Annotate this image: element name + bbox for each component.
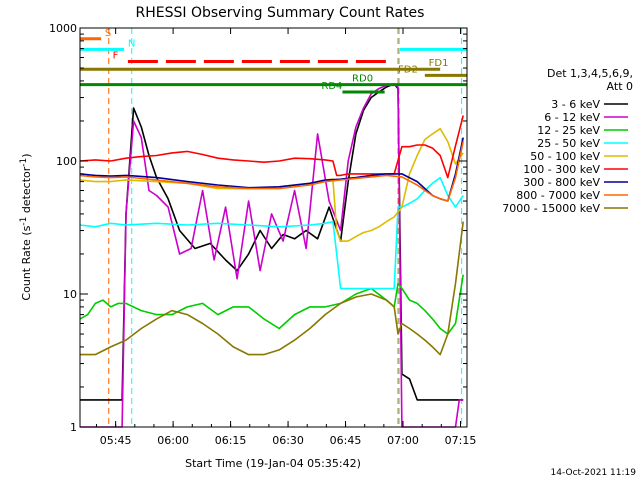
annotation-label-6: RD4 [321,81,342,92]
y-axis-label-mid: detector [20,166,33,216]
x-tick-label-6: 07:15 [445,434,477,447]
annotation-label-3: FD1 [429,58,449,69]
y-axis-label: Count Rate (s-1 detector-1) [19,153,33,300]
x-tick-label-3: 06:30 [272,434,304,447]
annotation-label-0: S [105,28,111,39]
series-line-8 [80,221,464,356]
vertical-markers [108,28,463,427]
x-axis-label: Start Time (19-Jan-04 05:35:42) [185,457,361,470]
chart-title: RHESSI Observing Summary Count Rates [136,5,425,21]
annotation-bars: S NF FD1 FD2 RD0 RD4 [80,28,467,94]
y-tick-label-0: 1 [70,421,77,434]
series-group [79,83,464,428]
legend-label-4: 50 - 100 keV [530,150,600,163]
legend-label-7: 800 - 7000 keV [516,189,600,202]
x-tick-label-1: 06:00 [157,434,189,447]
legend-label-5: 100 - 300 keV [523,163,600,176]
series-line-2 [79,274,464,335]
y-tick-label-3: 1000 [49,22,77,35]
legend-header-attenuator: Att 0 [607,80,633,93]
plot-frame [79,27,468,428]
series-line-1 [80,83,464,428]
legend-label-0: 3 - 6 keV [551,98,600,111]
legend-label-3: 25 - 50 keV [537,137,600,150]
series-line-0 [80,83,464,401]
y-axis-label-sup2: -1 [19,158,29,167]
x-tick-label-0: 05:45 [100,434,132,447]
annotation-label-1: N [128,38,135,49]
legend-label-8: 7000 - 15000 keV [502,202,600,215]
y-axis-ticks: 1 10 100 1000 [49,22,467,434]
y-axis-label-main: Count Rate (s [20,225,33,300]
y-tick-label-1: 10 [63,288,77,301]
x-tick-label-5: 07:00 [387,434,419,447]
y-axis-label-end: ) [20,153,33,157]
series-line-7 [79,141,464,202]
legend-header-detectors: Det 1,3,4,5,6,9, [547,67,633,80]
series-line-3 [79,176,464,290]
x-axis-ticks: 05:45 06:00 06:15 06:30 06:45 07:00 07:15 [95,28,477,447]
legend-label-2: 12 - 25 keV [537,124,600,137]
annotation-label-4: FD2 [398,64,418,75]
date-stamp: 14-Oct-2021 11:19 [551,468,637,478]
y-axis-label-sup1: -1 [19,217,29,226]
series-line-5 [79,115,464,179]
x-tick-label-2: 06:15 [215,434,247,447]
legend-label-1: 6 - 12 keV [544,111,600,124]
x-tick-label-4: 06:45 [330,434,362,447]
y-tick-label-2: 100 [56,155,77,168]
legend-label-6: 300 - 800 keV [523,176,600,189]
annotation-label-5: RD0 [352,74,373,85]
annotation-label-2: F [113,50,119,61]
